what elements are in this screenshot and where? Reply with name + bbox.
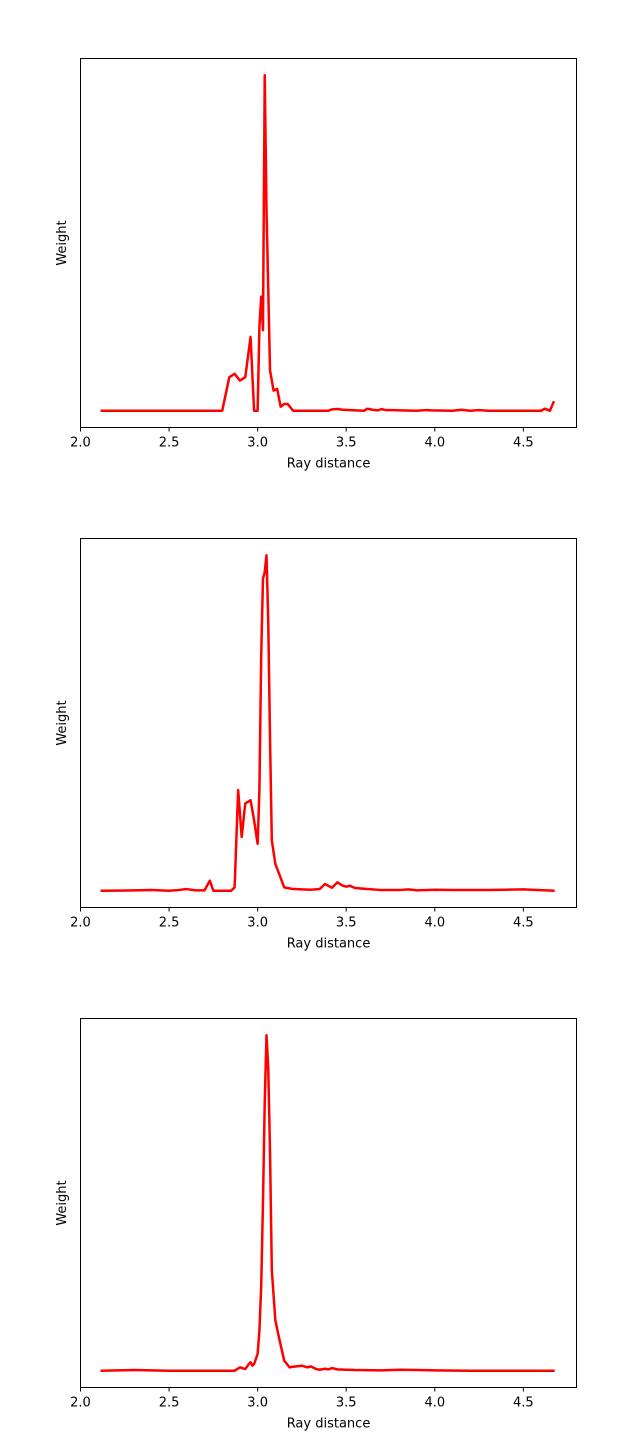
axes-frame: [80, 538, 577, 908]
axes-frame: [80, 1018, 577, 1388]
x-tick-label: 3.5: [336, 916, 357, 931]
chart-panel-1: 2.0 2.5 3.0 3.5 4.0 4.5 Ray distance Weight: [55, 58, 577, 472]
series-line-1: [100, 554, 555, 893]
chart-panel-2: 2.0 2.5 3.0 3.5 4.0 4.5 Ray distance Weight: [55, 538, 577, 952]
x-tick-label: 4.0: [424, 916, 445, 931]
x-tick-label: 2.5: [159, 436, 180, 451]
x-tick-label: 3.0: [247, 436, 268, 451]
y-axis-label: Weight: [55, 700, 70, 745]
x-tick-label: 3.0: [247, 916, 268, 931]
y-axis-label: Weight: [55, 220, 70, 265]
x-tick-label: 3.0: [247, 1396, 268, 1411]
x-tick-label: 3.5: [336, 1396, 357, 1411]
series-line-1: [100, 74, 556, 412]
x-tick-label: 2.5: [159, 1396, 180, 1411]
x-axis-label: Ray distance: [287, 937, 371, 952]
x-tick-label: 4.5: [513, 436, 534, 451]
y-axis-label: Weight: [55, 1180, 70, 1225]
x-tick-label: 4.0: [424, 1396, 445, 1411]
series-line-1: [100, 1034, 555, 1373]
x-axis-label: Ray distance: [287, 1417, 371, 1432]
x-tick-label: 4.0: [424, 436, 445, 451]
chart-panel-3: 2.0 2.5 3.0 3.5 4.0 4.5 Ray distance Weight: [55, 1018, 577, 1432]
axes-frame: [80, 58, 577, 428]
x-tick-label: 4.5: [513, 1396, 534, 1411]
x-tick-label: 2.0: [70, 436, 91, 451]
x-tick-label: 2.5: [159, 916, 180, 931]
x-tick-label: 3.5: [336, 436, 357, 451]
x-axis-label: Ray distance: [287, 457, 371, 472]
x-tick-label: 2.0: [70, 1396, 91, 1411]
x-tick-label: 2.0: [70, 916, 91, 931]
x-tick-label: 4.5: [513, 916, 534, 931]
